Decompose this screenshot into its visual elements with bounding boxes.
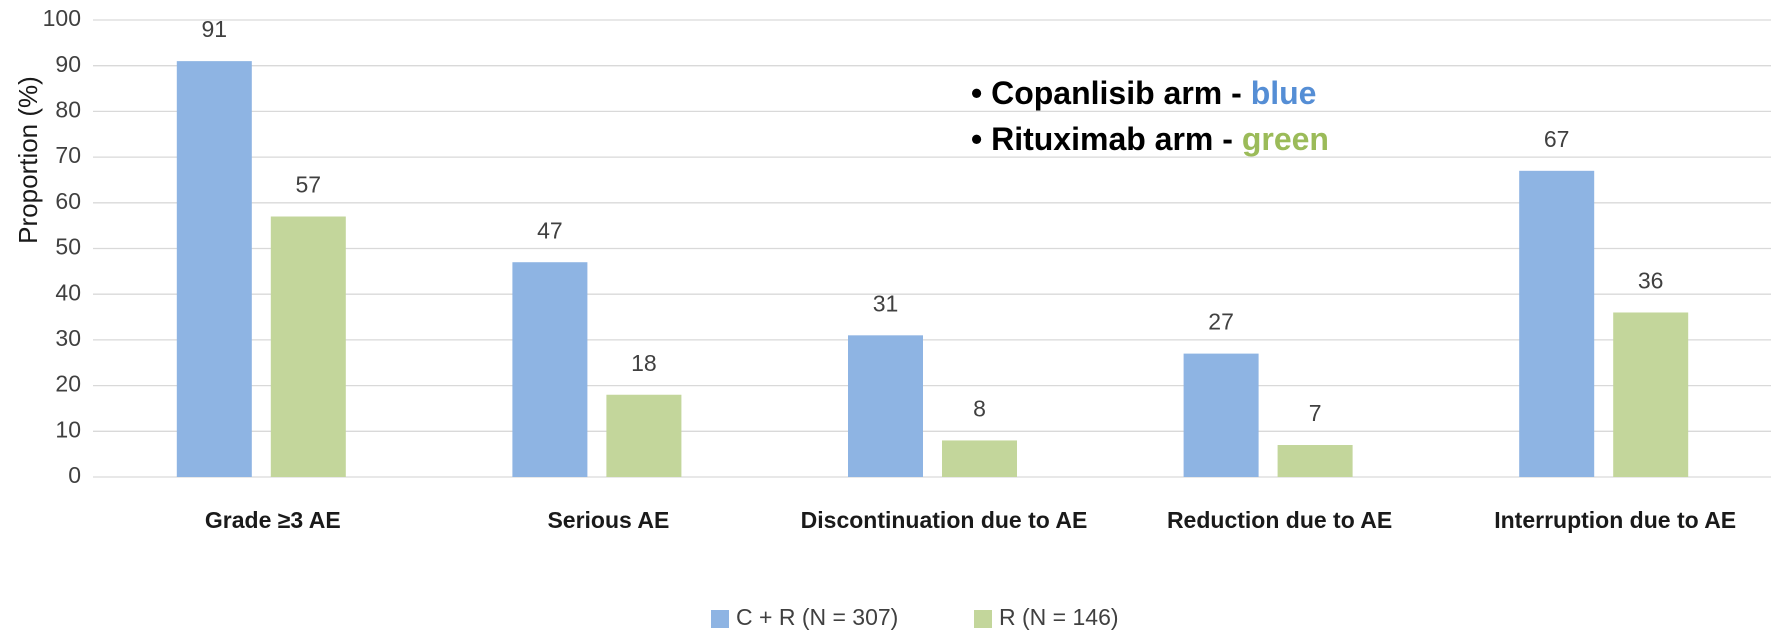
value-label: 91	[202, 16, 228, 42]
annotation-text: • Copanlisib arm -	[971, 75, 1251, 111]
y-tick-label: 10	[55, 416, 81, 442]
value-label: 7	[1309, 400, 1322, 426]
x-tick-label: Discontinuation due to AE	[800, 507, 1088, 533]
annotation-highlight: blue	[1251, 75, 1317, 111]
bar	[270, 216, 346, 477]
bar	[1183, 353, 1259, 477]
x-tick-label: Grade ≥3 AE	[204, 507, 341, 533]
legend-swatch	[711, 610, 729, 628]
x-tick-label: Serious AE	[547, 507, 670, 533]
legend-swatch	[974, 610, 992, 628]
bar	[942, 440, 1017, 477]
y-tick-label: 40	[55, 279, 81, 305]
value-label: 8	[973, 396, 986, 422]
value-label: 67	[1544, 126, 1570, 152]
y-tick-label: 80	[55, 96, 81, 122]
y-tick-label: 0	[68, 462, 81, 488]
value-label: 47	[537, 217, 563, 243]
bar	[1519, 170, 1595, 477]
value-label: 18	[631, 350, 657, 376]
y-axis-label: Proportion (%)	[13, 76, 43, 244]
annotation-text: • Rituximab arm -	[971, 121, 1242, 157]
y-tick-label: 70	[55, 142, 81, 168]
bar	[512, 262, 588, 477]
y-tick-label: 30	[55, 325, 81, 351]
annotation-highlight: green	[1242, 121, 1329, 157]
y-tick-label: 50	[55, 234, 81, 260]
y-tick-label: 60	[55, 188, 81, 214]
value-label: 31	[873, 290, 899, 316]
y-tick-label: 90	[55, 51, 81, 77]
legend-label: C + R (N = 307)	[736, 604, 898, 630]
value-label: 57	[296, 172, 322, 198]
bar	[176, 61, 252, 477]
x-tick-label: Reduction due to AE	[1166, 507, 1393, 533]
bar	[1613, 312, 1689, 477]
bar	[848, 335, 923, 477]
annotation: • Copanlisib arm - blue	[971, 75, 1316, 111]
bar	[1277, 445, 1353, 477]
x-tick-label: Interruption due to AE	[1494, 507, 1737, 533]
y-tick-label: 100	[43, 5, 81, 31]
value-label: 27	[1208, 309, 1234, 335]
value-label: 36	[1638, 268, 1664, 294]
annotation: • Rituximab arm - green	[971, 121, 1329, 157]
bar	[606, 394, 682, 477]
y-tick-label: 20	[55, 371, 81, 397]
legend-label: R (N = 146)	[999, 604, 1119, 630]
